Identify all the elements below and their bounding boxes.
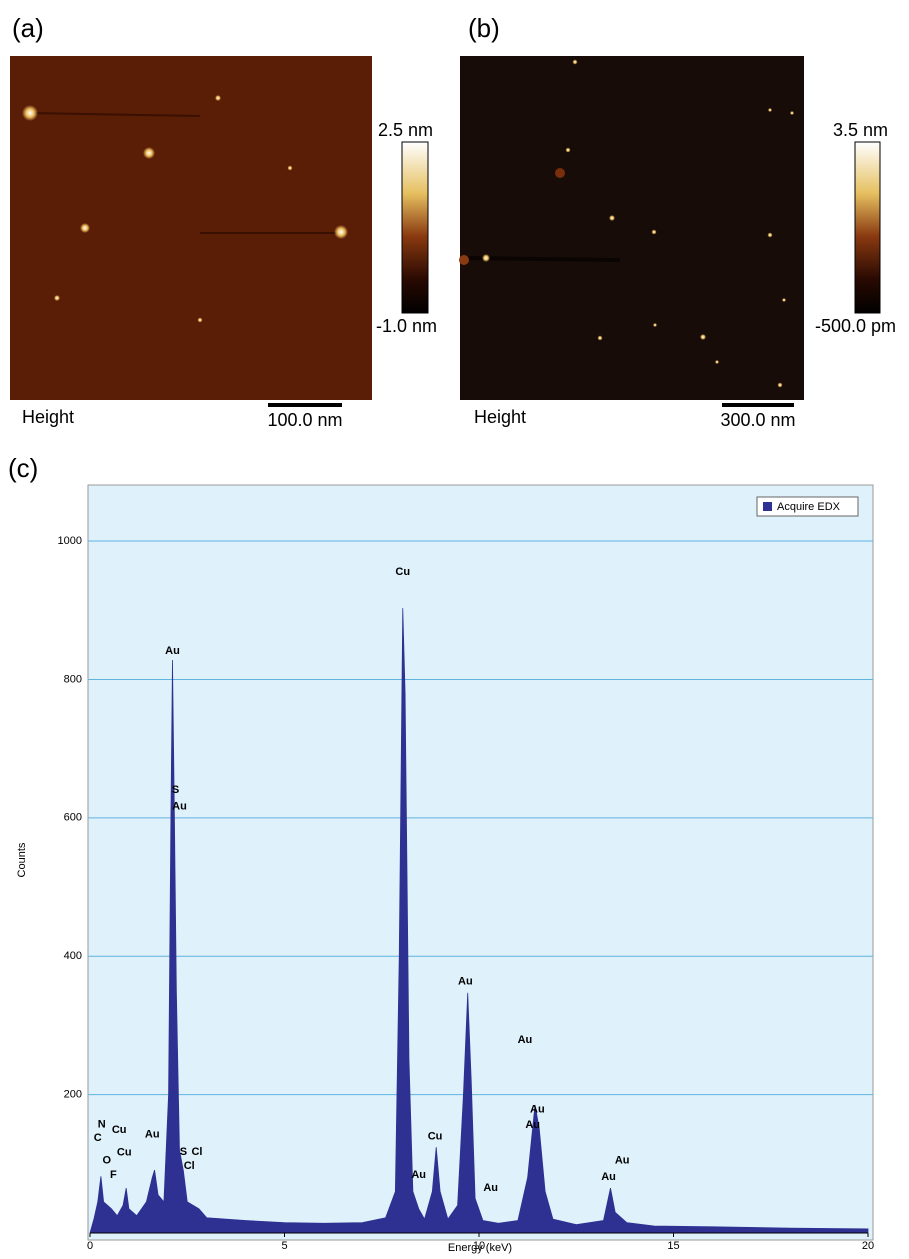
peak-label: Au: [165, 645, 180, 657]
peak-label: Au: [145, 1129, 160, 1141]
plot-area: [87, 484, 874, 1241]
peak-label: Au: [518, 1034, 533, 1046]
peak-label: Au: [601, 1171, 616, 1183]
peak-label: Cu: [428, 1131, 443, 1143]
legend-box: [756, 496, 859, 517]
legend-label: Acquire EDX: [777, 501, 841, 513]
channel-label: Height: [22, 407, 74, 427]
afm-features: [459, 59, 794, 388]
x-tick-label: 10: [473, 1240, 485, 1252]
peak-label: Cl: [191, 1146, 202, 1158]
y-tick-label: 600: [64, 812, 82, 824]
peak-label: O: [102, 1154, 111, 1166]
peak-label: Au: [530, 1104, 545, 1116]
y-axis-label: Counts: [16, 842, 28, 877]
peak-label: C: [94, 1132, 102, 1144]
colorbar-max: 3.5 nm: [833, 120, 888, 140]
colorbar-min: -500.0 pm: [815, 316, 896, 336]
colorbar: [401, 141, 429, 314]
x-tick-label: 0: [87, 1240, 93, 1252]
peak-label: Au: [458, 976, 473, 988]
y-tick-label: 400: [64, 950, 82, 962]
y-tick-label: 200: [64, 1089, 82, 1101]
afm-image: [10, 56, 372, 400]
peak-label: Au: [525, 1119, 540, 1131]
colorbar: [854, 141, 881, 314]
x-tick-label: 20: [862, 1240, 874, 1252]
afm-features: [22, 95, 348, 323]
peak-label: F: [110, 1169, 117, 1181]
peak-label: Au: [615, 1154, 630, 1166]
x-tick-label: 5: [281, 1240, 287, 1252]
panel-label: (c): [8, 453, 38, 483]
legend: Acquire EDX: [756, 496, 859, 517]
colorbar-min: -1.0 nm: [376, 316, 437, 336]
panel-label: (a): [12, 13, 44, 43]
channel-label: Height: [474, 407, 526, 427]
scale-bar-label: 100.0 nm: [267, 410, 342, 430]
scale-bar: [722, 403, 794, 407]
peak-label: Cu: [395, 566, 410, 578]
peak-label: S: [172, 784, 179, 796]
peak-label: N: [98, 1118, 106, 1130]
peak-label: Au: [172, 801, 187, 813]
colorbar-max: 2.5 nm: [378, 120, 433, 140]
legend-swatch: [763, 502, 772, 511]
y-tick-label: 800: [64, 673, 82, 685]
x-axis-label: Energy (keV): [448, 1242, 512, 1254]
spectrum-area: [89, 608, 869, 1234]
peak-label: S: [180, 1146, 187, 1158]
peak-label: Au: [483, 1182, 498, 1194]
peak-label: Au: [411, 1169, 426, 1181]
peak-label: Cu: [117, 1147, 132, 1159]
panel-label: (b): [468, 13, 500, 43]
peak-label: Cl: [184, 1160, 195, 1172]
scale-bar: [268, 403, 342, 407]
peak-label: Cu: [112, 1124, 127, 1136]
scale-bar-label: 300.0 nm: [720, 410, 795, 430]
y-tick-label: 1000: [58, 535, 82, 547]
x-tick-label: 15: [667, 1240, 679, 1252]
afm-image: [460, 56, 804, 400]
